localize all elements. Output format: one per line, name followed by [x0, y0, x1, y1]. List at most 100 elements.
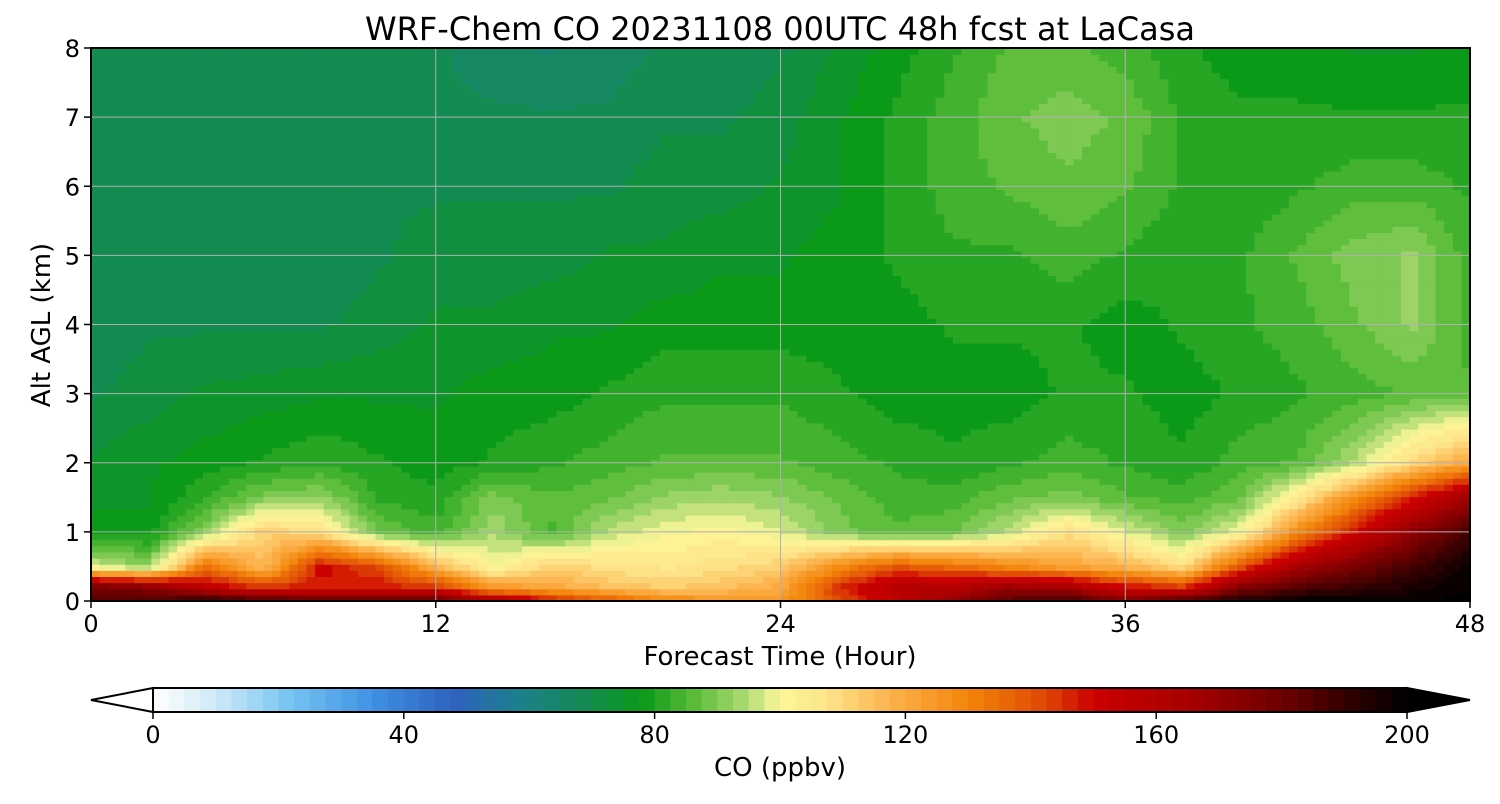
heatmap-cell: [1220, 588, 1230, 596]
heatmap-cell: [1159, 465, 1169, 473]
heatmap-cell: [1383, 594, 1394, 601]
heatmap-cell: [159, 570, 170, 578]
heatmap-cell: [151, 422, 161, 430]
heatmap-cell: [780, 594, 790, 601]
heatmap-cell: [987, 539, 997, 547]
heatmap-cell: [1306, 521, 1316, 528]
heatmap-cell: [306, 557, 316, 565]
heatmap-cell: [1349, 435, 1359, 442]
heatmap-cell: [470, 496, 480, 504]
heatmap-cell: [340, 422, 351, 430]
heatmap-cell: [1357, 551, 1368, 559]
heatmap-cell: [401, 533, 411, 541]
heatmap-cell: [142, 545, 152, 553]
heatmap-cell: [789, 588, 799, 596]
heatmap-cell: [366, 545, 377, 553]
heatmap-cell: [289, 514, 299, 522]
heatmap-cell: [1444, 582, 1454, 590]
heatmap-cell: [858, 588, 868, 596]
heatmap-cell: [978, 564, 988, 571]
heatmap-cell: [840, 471, 851, 479]
heatmap-cell: [1392, 564, 1402, 571]
heatmap-cell: [1013, 508, 1023, 516]
heatmap-cell: [521, 496, 532, 504]
heatmap-cell: [1340, 594, 1350, 601]
heatmap-cell: [1064, 539, 1075, 547]
heatmap-cell: [1357, 465, 1368, 473]
heatmap-cell: [487, 564, 497, 571]
heatmap-cell: [901, 545, 911, 553]
heatmap-cell: [254, 496, 264, 504]
heatmap-cell: [1237, 514, 1247, 522]
heatmap-cell: [935, 564, 945, 571]
heatmap-cell: [1340, 564, 1350, 571]
heatmap-cell: [1220, 564, 1230, 571]
heatmap-cell: [142, 404, 152, 412]
heatmap-cell: [1289, 410, 1299, 418]
heatmap-cell: [1021, 570, 1032, 578]
heatmap-cell: [1237, 416, 1247, 424]
heatmap-cell: [297, 441, 308, 448]
heatmap-cell: [1116, 533, 1126, 541]
heatmap-cell: [1332, 576, 1342, 584]
heatmap-cell: [1013, 490, 1023, 498]
heatmap-cell: [1461, 435, 1470, 442]
heatmap-cell: [651, 496, 661, 504]
heatmap-cell: [358, 428, 368, 436]
heatmap-cell: [1306, 441, 1316, 448]
heatmap-cell: [1340, 582, 1350, 590]
heatmap-cell: [1194, 478, 1204, 485]
heatmap-cell: [1349, 527, 1359, 535]
heatmap-cell: [789, 570, 799, 578]
heatmap-cell: [1392, 545, 1402, 553]
heatmap-cell: [1280, 410, 1290, 418]
heatmap-cell: [409, 533, 420, 541]
heatmap-cell: [875, 428, 885, 436]
heatmap-cell: [1056, 533, 1066, 541]
heatmap-cell: [1314, 428, 1325, 436]
heatmap-cell: [806, 564, 816, 571]
heatmap-cell: [1159, 453, 1169, 461]
heatmap-cell: [1159, 496, 1169, 504]
heatmap-cell: [832, 422, 842, 430]
heatmap-cell: [1314, 594, 1325, 601]
heatmap-cell: [720, 570, 730, 578]
heatmap-cell: [858, 514, 868, 522]
heatmap-cell: [677, 490, 687, 498]
heatmap-cell: [1039, 465, 1049, 473]
heatmap-cell: [504, 490, 514, 498]
heatmap-cell: [1452, 465, 1462, 473]
heatmap-cell: [1245, 533, 1256, 541]
heatmap-cell: [349, 496, 359, 504]
heatmap-cell: [677, 496, 687, 504]
heatmap-cell: [1444, 422, 1454, 430]
heatmap-cell: [1306, 551, 1316, 559]
heatmap-cell: [1357, 471, 1368, 479]
heatmap-cell: [142, 496, 152, 504]
heatmap-cell: [728, 447, 739, 455]
heatmap-cell: [590, 441, 601, 448]
heatmap-cell: [539, 533, 549, 541]
heatmap-cell: [1426, 514, 1437, 522]
heatmap-cell: [754, 465, 764, 473]
heatmap-cell: [1228, 582, 1238, 590]
heatmap-cell: [875, 416, 885, 424]
heatmap-cell: [1004, 551, 1014, 559]
heatmap-cell: [565, 551, 575, 559]
heatmap-cell: [409, 527, 420, 535]
heatmap-cell: [1047, 484, 1057, 491]
heatmap-cell: [728, 539, 739, 547]
heatmap-cell: [366, 521, 377, 528]
heatmap-cell: [1133, 533, 1144, 541]
heatmap-cell: [1409, 422, 1419, 430]
heatmap-cell: [711, 502, 721, 510]
heatmap-cell: [702, 588, 713, 596]
heatmap-cell: [625, 508, 635, 516]
heatmap-cell: [754, 447, 764, 455]
heatmap-cell: [478, 576, 489, 584]
heatmap-cell: [1383, 588, 1394, 596]
heatmap-cell: [961, 551, 971, 559]
heatmap-cell: [194, 422, 204, 430]
heatmap-cell: [685, 453, 695, 461]
heatmap-cell: [806, 588, 816, 596]
